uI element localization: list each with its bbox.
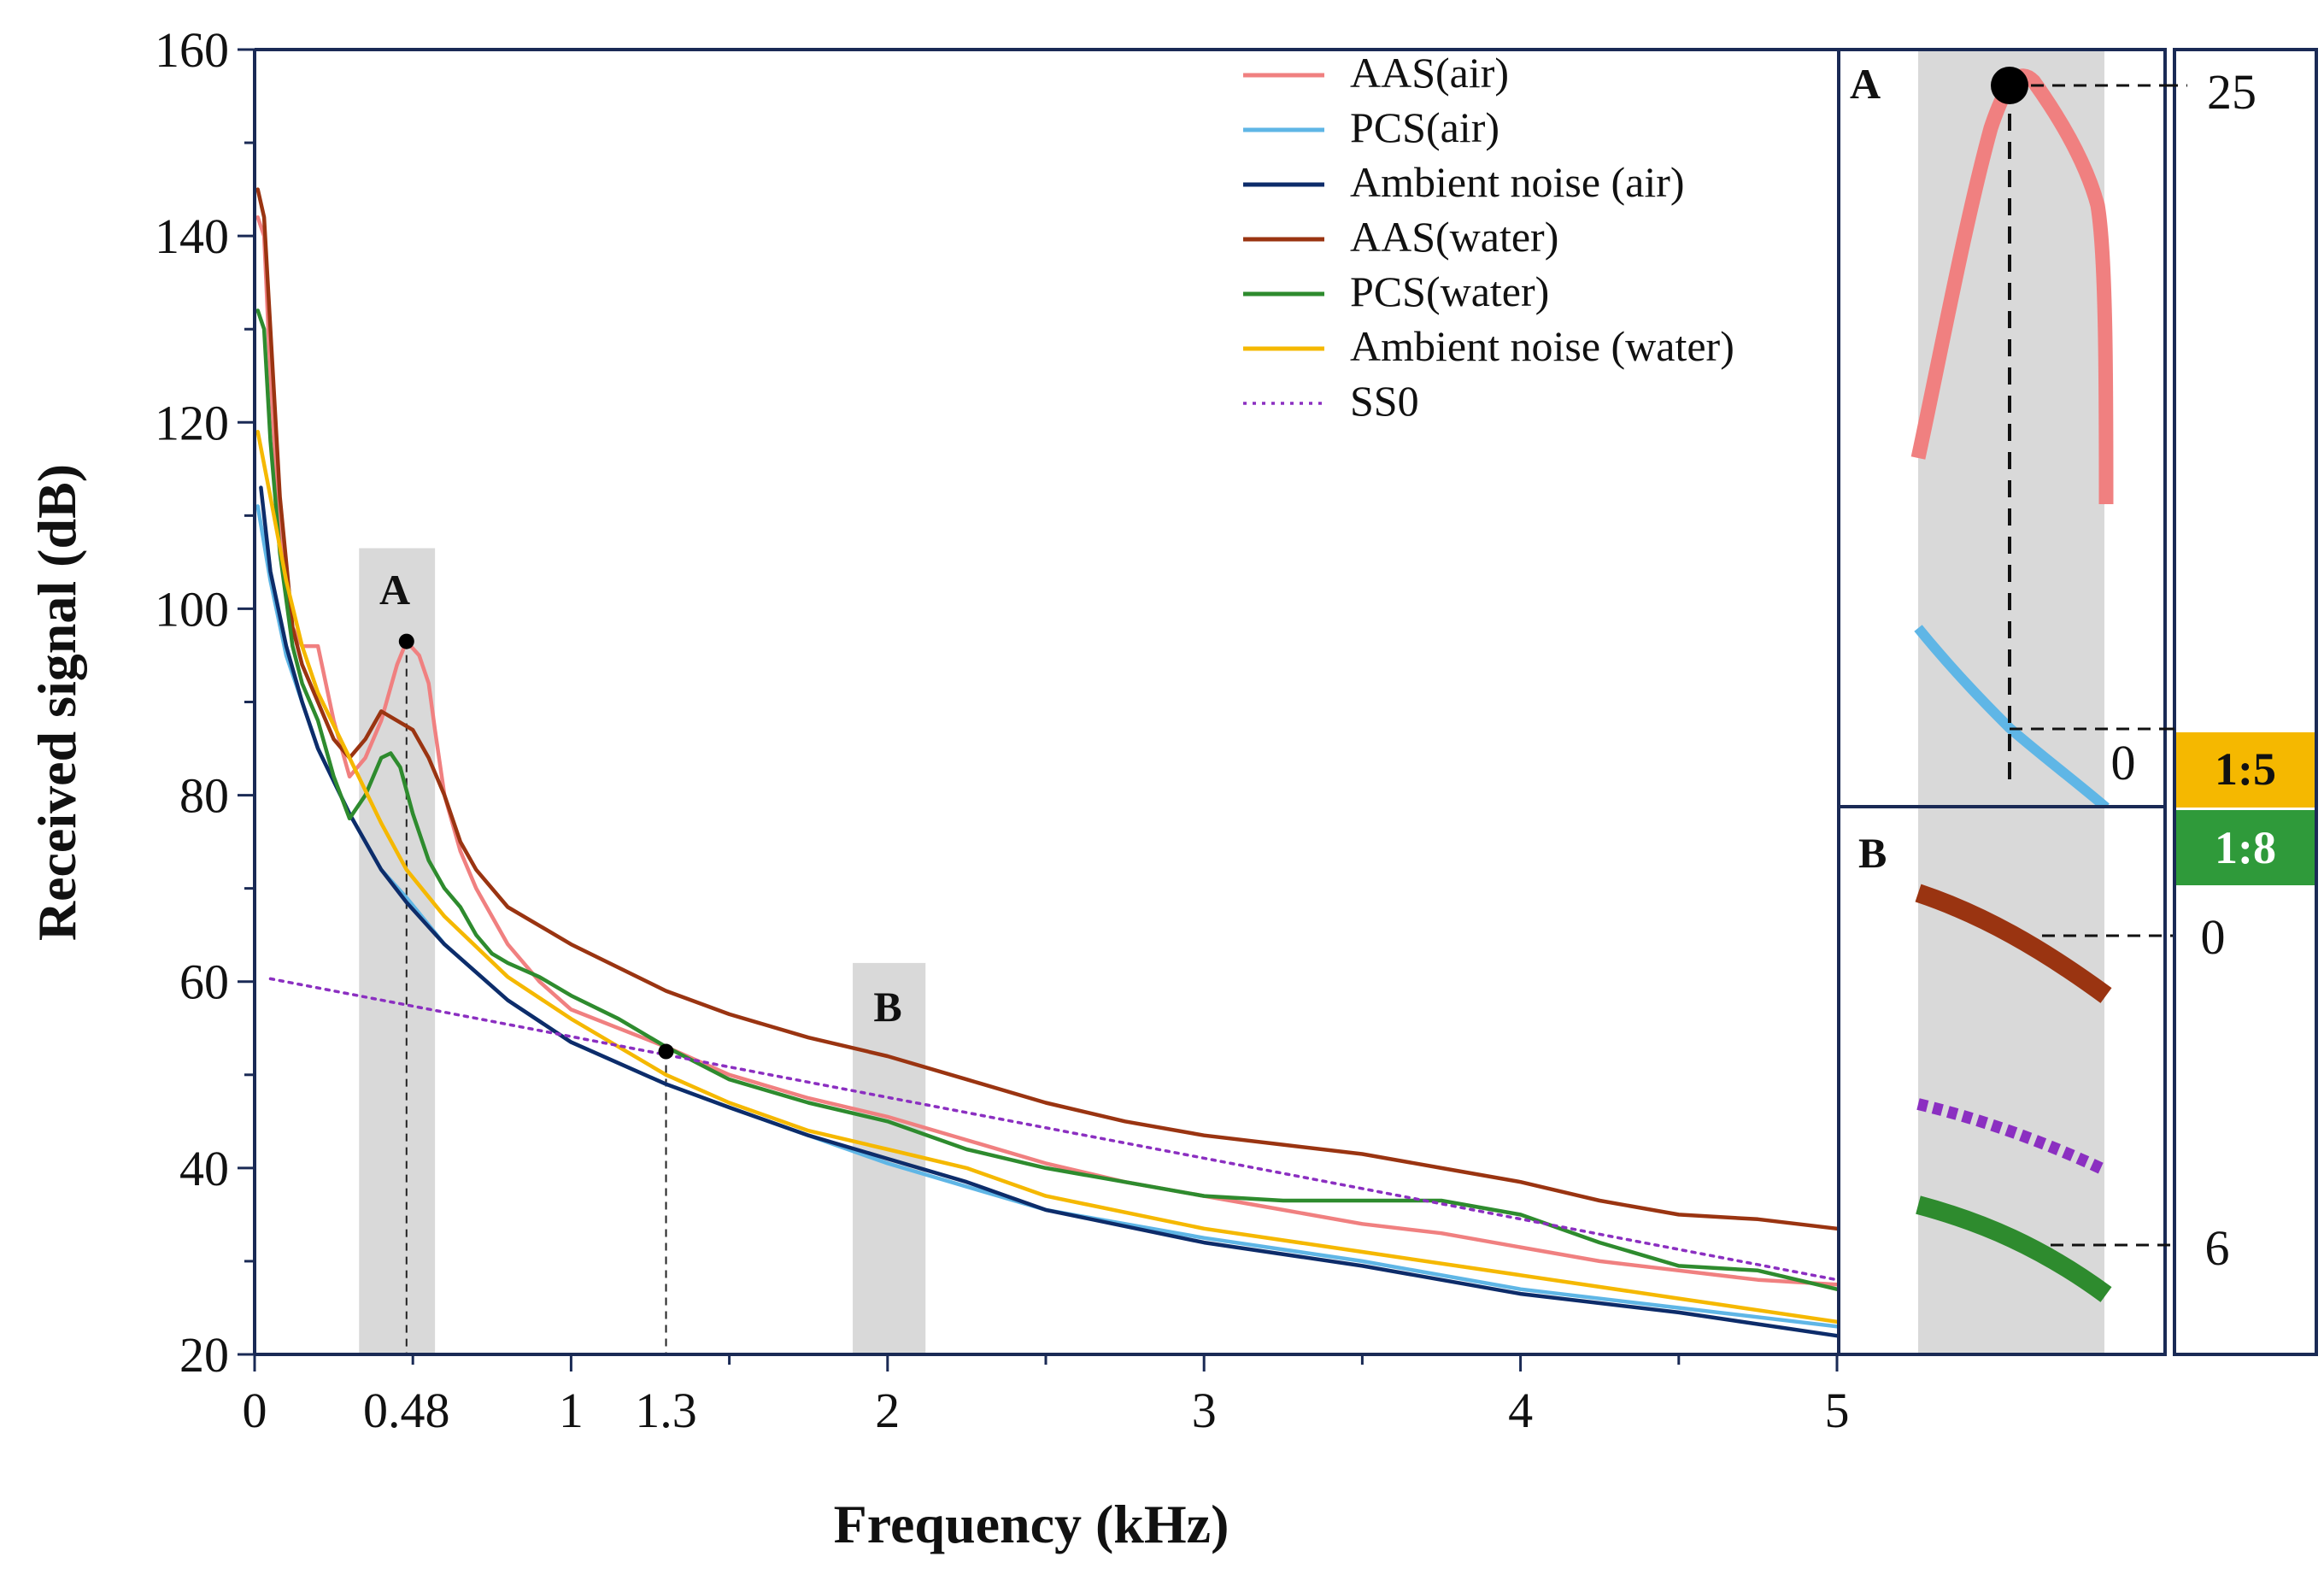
- x-tick-label-1-3: 1.3: [635, 1383, 697, 1438]
- scale-label-6: 6: [2205, 1220, 2230, 1276]
- point-marker-1: [658, 1043, 674, 1060]
- legend-label-ambient-noise-water: Ambient noise (water): [1350, 322, 1734, 370]
- series-line-ss0: [268, 977, 1839, 1282]
- y-tick-label-160: 160: [155, 22, 229, 78]
- x-axis-title: Frequency (kHz): [834, 1494, 1229, 1554]
- x-tick-label-0-48: 0.48: [363, 1383, 450, 1438]
- inset-b: B: [1837, 805, 2187, 1356]
- scale-label-25: 25: [2207, 64, 2257, 120]
- axis-ticks: [238, 48, 1839, 1371]
- tick-labels: 20 40 60 80 100 120 140 160 0 0.48 1 1.3 2 3 4 5: [155, 22, 1850, 1438]
- legend-label-pcs-air: PCS(air): [1350, 103, 1499, 151]
- markers: [398, 633, 674, 1060]
- inset-a-zero-label: 0: [2111, 735, 2136, 790]
- y-axis-title: Received signal (dB): [26, 464, 87, 941]
- inset-b-label: B: [1858, 829, 1887, 877]
- legend-label-ss0: SS0: [1350, 377, 1419, 425]
- region-label-a: A: [379, 566, 410, 614]
- x-tick-label-4: 4: [1508, 1383, 1533, 1438]
- series-line-ambient-noise-air: [259, 485, 1840, 1338]
- y-tick-label-20: 20: [179, 1327, 229, 1383]
- x-tick-label-0: 0: [243, 1383, 267, 1438]
- inset-a-label: A: [1850, 60, 1881, 108]
- y-tick-label-40: 40: [179, 1141, 229, 1196]
- x-tick-label-5: 5: [1825, 1383, 1850, 1438]
- highlight-bands: [359, 548, 926, 1354]
- legend-label-pcs-water: PCS(water): [1350, 267, 1549, 315]
- series-line-aas-air: [255, 215, 1840, 1287]
- inset-b-ss0-curve: [1916, 1098, 2109, 1177]
- ratio-badge-b-text: 1:8: [2215, 822, 2276, 873]
- y-tick-label-120: 120: [155, 395, 229, 450]
- legend-label-aas-air: AAS(air): [1350, 49, 1509, 97]
- inset-a: A 0: [1837, 48, 2167, 812]
- series-line-ambient-noise-water: [255, 429, 1840, 1324]
- inset-b-pcs-water-curve: [1916, 1195, 2112, 1302]
- x-tick-label-2: 2: [875, 1383, 900, 1438]
- inset-a-peak-marker: [1991, 67, 2028, 104]
- ratio-badge-a: [2176, 732, 2315, 808]
- region-label-b: B: [873, 983, 901, 1031]
- series-layer: [255, 187, 1840, 1338]
- y-tick-label-140: 140: [155, 209, 229, 264]
- y-tick-label-80: 80: [179, 768, 229, 824]
- series-line-aas-water: [255, 187, 1840, 1231]
- plot-frame: [253, 48, 1837, 1356]
- ratio-badge-a-text: 1:5: [2215, 743, 2276, 795]
- guide-lines: [405, 641, 667, 1354]
- series-line-pcs-air: [255, 504, 1840, 1329]
- y-tick-label-60: 60: [179, 954, 229, 1010]
- point-marker-0: [398, 633, 414, 649]
- scale-panel: 25 1:5 1:8 0 6: [2165, 48, 2318, 1356]
- inset-b-aas-water-curve: [1915, 884, 2112, 1003]
- scale-label-0-b: 0: [2201, 909, 2226, 965]
- ratio-badge-b: [2176, 810, 2315, 885]
- x-tick-label-3: 3: [1192, 1383, 1217, 1438]
- series-line-pcs-water: [255, 308, 1840, 1291]
- legend-label-ambient-noise-air: Ambient noise (air): [1350, 158, 1685, 206]
- x-tick-label-1: 1: [559, 1383, 584, 1438]
- highlight-band-a: [359, 548, 436, 1354]
- inset-a-aas-air-curve: [1910, 68, 2114, 505]
- legend: AAS(air) PCS(air) Ambient noise (air) AAS(w…: [1243, 49, 1734, 425]
- legend-label-aas-water: AAS(water): [1350, 213, 1558, 261]
- y-tick-label-100: 100: [155, 581, 229, 637]
